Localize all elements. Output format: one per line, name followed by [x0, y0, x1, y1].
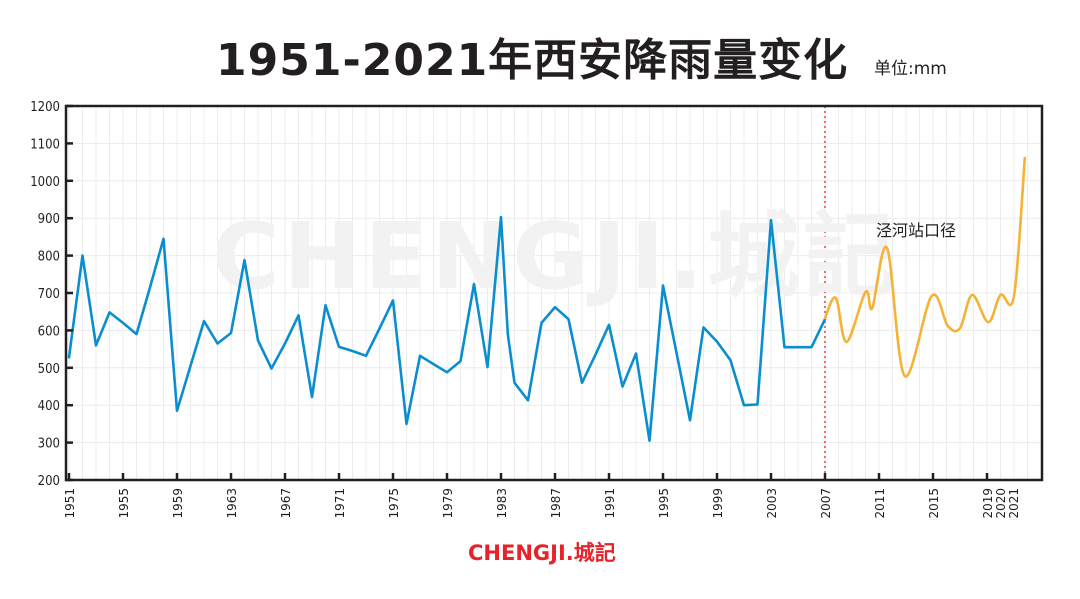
watermark: CHENGJI.城記	[212, 203, 899, 310]
y-tick-label: 600	[38, 324, 60, 339]
y-tick-label: 1100	[30, 137, 60, 152]
x-tick-label: 1991	[603, 488, 617, 519]
x-tick-label: 1963	[225, 488, 239, 519]
x-tick-label: 1955	[117, 488, 131, 519]
footer-logo: CHENGJI.城記	[468, 541, 616, 565]
x-tick-label: 2003	[765, 488, 779, 519]
x-tick-label: 1959	[171, 488, 185, 519]
y-tick-label: 900	[38, 212, 60, 227]
axes	[64, 104, 1044, 482]
y-tick-label: 400	[38, 399, 60, 414]
x-tick-label: 1979	[441, 488, 455, 519]
data-series	[67, 156, 1027, 442]
x-tick-label: 1983	[495, 488, 509, 519]
x-tick-label: 1951	[63, 488, 77, 519]
x-tick-label: 1999	[711, 488, 725, 519]
x-tick-label: 2015	[927, 488, 941, 519]
unit-label: 单位:mm	[874, 59, 947, 79]
y-tick-label: 1000	[30, 175, 60, 190]
x-tick-label: 1975	[387, 488, 401, 519]
x-tick-label: 2021	[1007, 488, 1021, 519]
chart-title: 1951-2021年西安降雨量变化	[216, 35, 849, 86]
y-tick-label: 300	[38, 437, 60, 452]
series-xian-line	[67, 215, 827, 442]
x-tick-label: 1987	[549, 488, 563, 519]
x-tick-label: 2011	[873, 488, 887, 519]
x-tick-label: 2020	[994, 488, 1008, 519]
y-tick-label: 700	[38, 287, 60, 302]
y-tick-label: 1200	[30, 100, 60, 115]
y-tick-label: 800	[38, 250, 60, 265]
y-tick-label: 500	[38, 362, 60, 377]
x-tick-label: 1971	[333, 488, 347, 519]
x-tick-label: 2007	[819, 488, 833, 519]
series-jinghe-line	[823, 156, 1027, 378]
annotation-jinghe: 泾河站口径	[876, 221, 956, 240]
x-tick-label: 1967	[279, 488, 293, 519]
y-tick-label: 200	[38, 474, 60, 489]
axis-labels: 200 300 400 500 600 700 800 900 1000 1100 1200 泾河站口…	[30, 100, 1021, 519]
x-tick-label: 2019	[981, 488, 995, 519]
x-tick-label: 1995	[657, 488, 671, 519]
